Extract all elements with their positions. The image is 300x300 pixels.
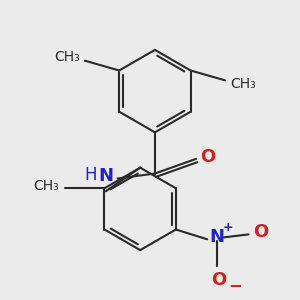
Text: O: O: [212, 271, 227, 289]
Text: −: −: [228, 276, 242, 294]
Text: O: O: [253, 224, 268, 242]
Text: H: H: [84, 166, 96, 184]
Text: CH₃: CH₃: [54, 50, 80, 64]
Text: O: O: [200, 148, 215, 166]
Text: +: +: [223, 221, 233, 234]
Text: CH₃: CH₃: [230, 77, 256, 91]
Text: N: N: [210, 228, 225, 246]
Text: CH₃: CH₃: [34, 179, 59, 193]
Text: N: N: [98, 167, 113, 185]
